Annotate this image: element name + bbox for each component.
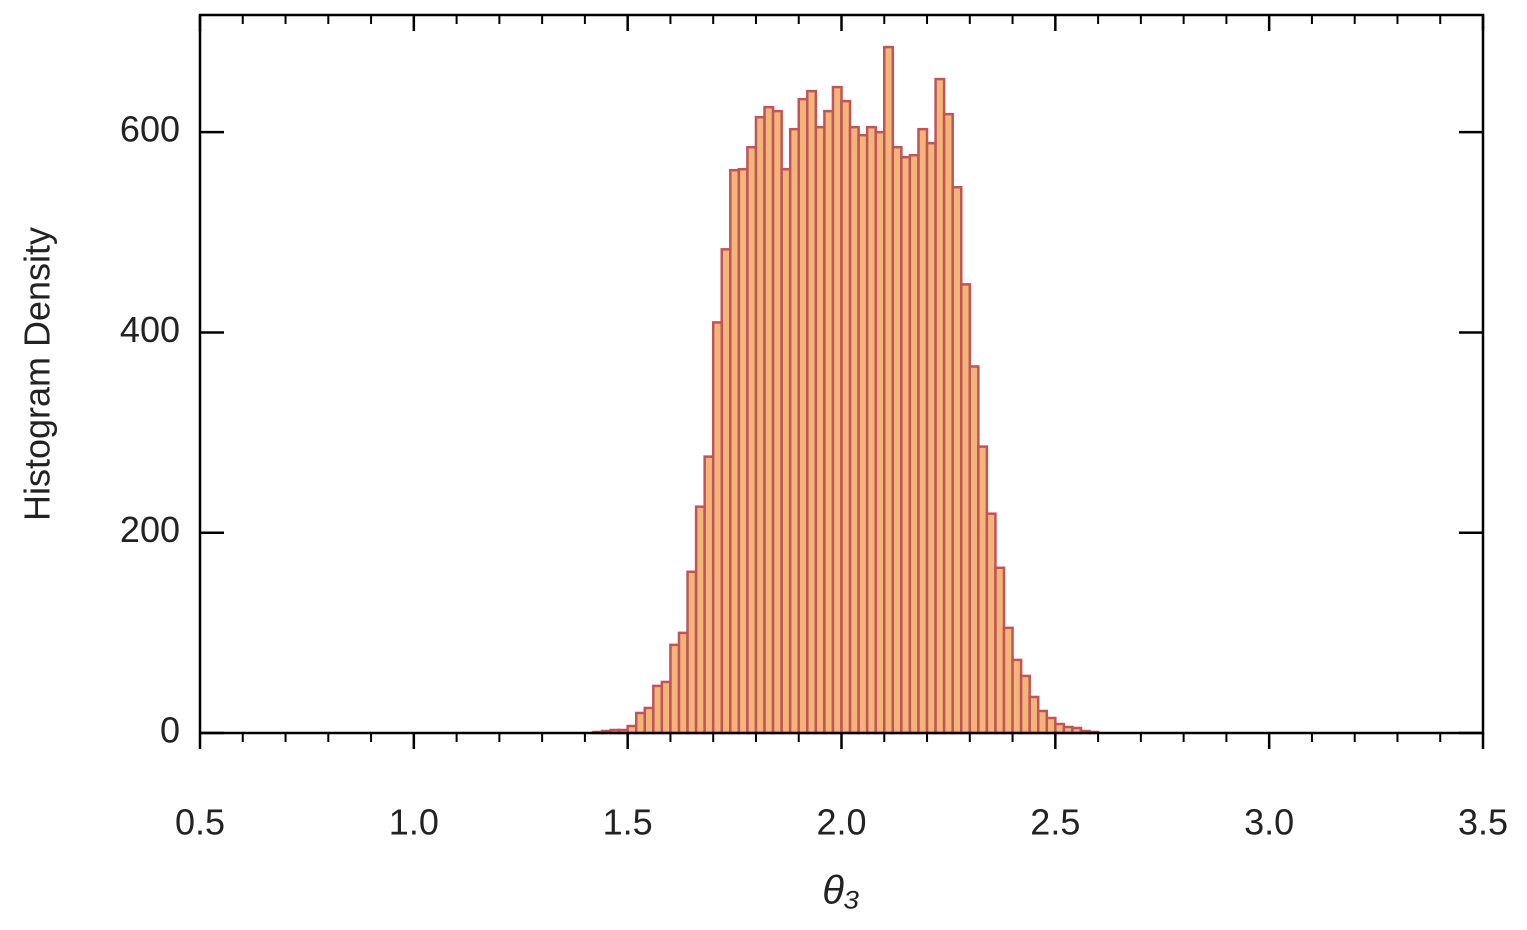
bar [780,167,792,735]
x-tick-label: 0.5 [175,802,225,843]
bar [703,455,715,735]
bar [985,512,997,735]
bar [763,105,775,735]
y-tick-label: 200 [120,509,180,550]
x-tick-label: 1.5 [603,802,653,843]
bar [771,109,783,735]
x-tick-label: 3.0 [1244,802,1294,843]
y-axis-label: Histogram Density [17,227,58,521]
bar [746,145,758,735]
bar [634,711,647,735]
bar [951,185,963,735]
bar [711,321,724,735]
bar [857,133,869,735]
bar [737,167,749,735]
x-tick-label: 2.0 [816,802,866,843]
bar [788,127,800,735]
bar [1019,674,1031,735]
bar [754,115,766,735]
y-tick-label: 400 [120,309,180,350]
bar [934,77,946,735]
bar [686,570,698,735]
x-tick-label: 1.0 [389,802,439,843]
bar [968,365,980,735]
bar [1002,626,1014,735]
bar [720,248,732,735]
bar [883,45,895,735]
bar [660,680,672,735]
bar [1028,695,1040,735]
bar [994,566,1006,735]
y-tick-label: 600 [120,109,180,150]
y-tick-label: 0 [160,710,180,751]
bar [806,89,818,735]
bar [977,445,989,735]
bar [1011,658,1023,735]
bar [917,127,929,735]
x-tick-label: 3.5 [1458,802,1508,843]
bar [797,97,809,735]
bar [1054,722,1066,735]
bar [942,112,954,735]
bar [694,505,706,735]
bar [643,706,655,735]
bar [900,155,912,735]
bar [925,141,937,735]
bar [669,643,681,735]
bar [848,125,860,735]
bar [874,130,886,735]
bar [891,145,903,735]
bar [908,153,920,735]
bar [814,125,826,735]
bar [831,85,843,735]
bar [652,684,664,735]
bar [840,99,852,735]
bar [677,631,689,735]
bar [1036,709,1049,735]
bar [729,168,741,735]
bar [823,109,835,735]
x-tick-label: 2.5 [1030,802,1080,843]
bar [865,125,877,735]
bar [959,283,972,735]
bar [1045,716,1057,735]
x-axis-label: θ₃ [822,869,860,913]
